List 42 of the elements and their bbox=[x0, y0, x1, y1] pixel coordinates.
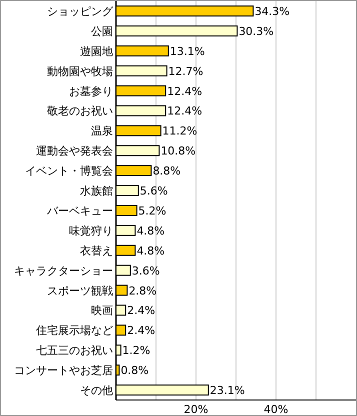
data-label: 2.8% bbox=[128, 284, 157, 298]
data-label: 3.6% bbox=[132, 264, 160, 278]
y-tick-label: 温泉 bbox=[91, 124, 113, 138]
data-label: 30.3% bbox=[238, 24, 274, 38]
data-label: 13.1% bbox=[170, 44, 205, 58]
data-label: 4.8% bbox=[136, 224, 165, 238]
y-tick-label: 味覚狩り bbox=[69, 224, 113, 238]
y-tick-label: バーベキュー bbox=[46, 204, 113, 218]
x-tick-label: 20% bbox=[184, 403, 208, 416]
y-tick-label: 衣替え bbox=[80, 244, 113, 258]
y-tick-label: ショッピング bbox=[47, 4, 114, 18]
y-tick-label: 公園 bbox=[91, 24, 113, 38]
y-tick-label: 映画 bbox=[91, 304, 113, 318]
data-label: 12.7% bbox=[168, 64, 204, 78]
data-label: 0.8% bbox=[120, 364, 149, 378]
data-label: 34.3% bbox=[254, 4, 290, 18]
data-label: 2.4% bbox=[127, 324, 156, 338]
data-label: 8.8% bbox=[152, 164, 181, 178]
y-tick-label: 動物園や牧場 bbox=[47, 64, 113, 78]
y-tick-label: 遊園地 bbox=[80, 44, 113, 58]
y-tick-label: お墓参り bbox=[69, 84, 113, 98]
data-label: 2.4% bbox=[127, 304, 156, 318]
y-tick-label: その他 bbox=[80, 384, 113, 398]
y-tick-label: キャラクターショー bbox=[14, 264, 113, 278]
y-tick-label: 住宅展示場など bbox=[36, 324, 113, 338]
data-label: 5.2% bbox=[138, 204, 166, 218]
y-tick-label: コンサートやお芝居 bbox=[14, 364, 113, 378]
data-label: 12.4% bbox=[167, 104, 202, 118]
y-tick-label: 七五三のお祝い bbox=[36, 344, 113, 358]
y-tick-label: イベント・博覧会 bbox=[25, 164, 113, 178]
data-label: 5.6% bbox=[140, 184, 168, 198]
y-tick-label: スポーツ観戦 bbox=[47, 284, 113, 298]
data-label: 10.8% bbox=[160, 144, 196, 158]
data-label: 11.2% bbox=[162, 124, 198, 138]
data-label: 1.2% bbox=[122, 344, 150, 358]
y-tick-label: 運動会や発表会 bbox=[36, 144, 113, 158]
y-tick-label: 敬老のお祝い bbox=[47, 104, 113, 118]
x-tick-label: 40% bbox=[264, 403, 288, 416]
data-label: 4.8% bbox=[136, 244, 165, 258]
data-label: 12.4% bbox=[167, 84, 202, 98]
y-tick-label: 水族館 bbox=[80, 184, 113, 198]
data-label: 23.1% bbox=[210, 384, 245, 398]
